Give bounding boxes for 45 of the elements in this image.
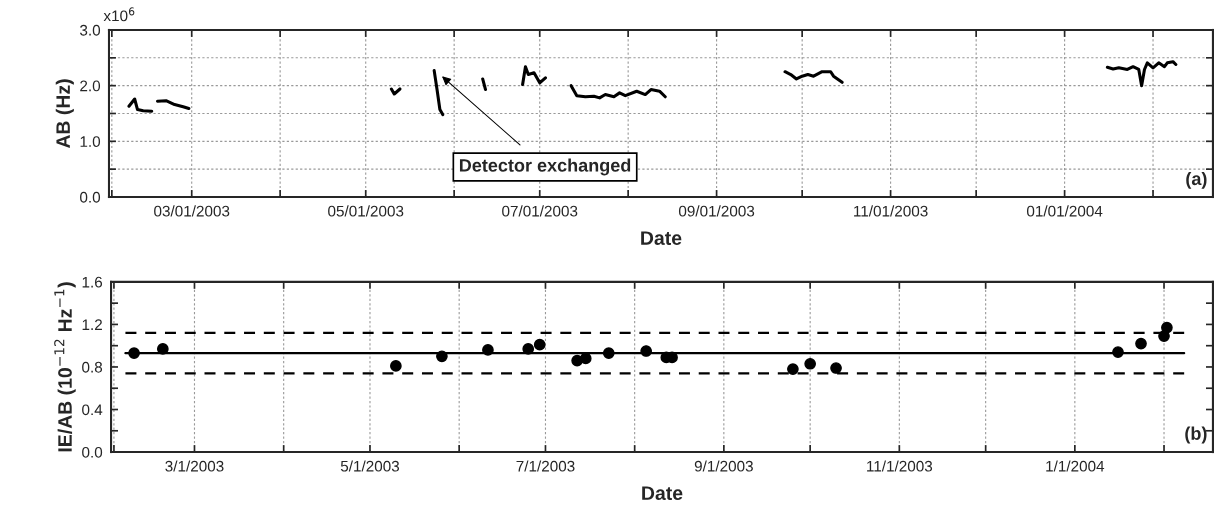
y-tick-label: 0.4 (82, 404, 103, 416)
y-tick-label: 2.0 (80, 80, 101, 92)
point (1161, 321, 1173, 334)
x-axis-title: Date (642, 486, 683, 501)
x-tick-label: 11/1/2003 (867, 460, 933, 472)
point (156, 343, 169, 355)
x-axis-title: Date (641, 231, 682, 245)
point (830, 362, 842, 374)
annotation: (a) (1186, 171, 1207, 189)
x-tick-label: 1/1/2004 (1046, 460, 1105, 472)
annotation: (b) (1185, 426, 1207, 444)
point (1112, 346, 1124, 358)
point (128, 347, 140, 359)
x-tick-label: 05/01/2003 (328, 205, 404, 217)
x-tick-label: 5/1/2003 (340, 460, 400, 472)
x-tick-label: 07/01/2003 (502, 205, 578, 217)
x-tick-label: 3/1/2003 (165, 460, 224, 472)
y-axis-title: AB (Hz) (55, 79, 74, 149)
point (640, 345, 653, 357)
y-tick-label: 3.0 (80, 24, 101, 36)
point (1135, 337, 1147, 350)
x-tick-label: 9/1/2003 (694, 460, 753, 472)
y-tick-label: 1.2 (82, 319, 102, 330)
x-tick-label: 03/01/2003 (154, 205, 230, 217)
point (787, 363, 799, 375)
point (522, 343, 535, 355)
x-tick-label: 11/01/2003 (854, 205, 928, 217)
point (533, 338, 546, 351)
y-tick-label: 1.0 (80, 136, 101, 148)
y-tick-label: 0.0 (82, 446, 103, 458)
y-tick-label: 1.6 (82, 276, 103, 288)
annotation: Detector exchanged (459, 158, 631, 176)
y-tick-label: 0.8 (82, 361, 103, 373)
point (482, 344, 494, 356)
point (436, 350, 448, 363)
x-tick-label: 7/1/2003 (516, 460, 575, 472)
text: x10$^{6}$ (103, 7, 135, 22)
y-tick-label: 0.0 (80, 191, 101, 203)
point (602, 347, 615, 359)
point (1158, 330, 1170, 342)
x-tick-label: 01/01/2004 (1026, 205, 1103, 217)
point (804, 357, 817, 370)
y-axis-title: IE/AB (10$^{−12}$ Hz$^{−1}$) (54, 282, 76, 452)
x-tick-label: 09/01/2003 (678, 205, 755, 217)
point (390, 360, 402, 372)
